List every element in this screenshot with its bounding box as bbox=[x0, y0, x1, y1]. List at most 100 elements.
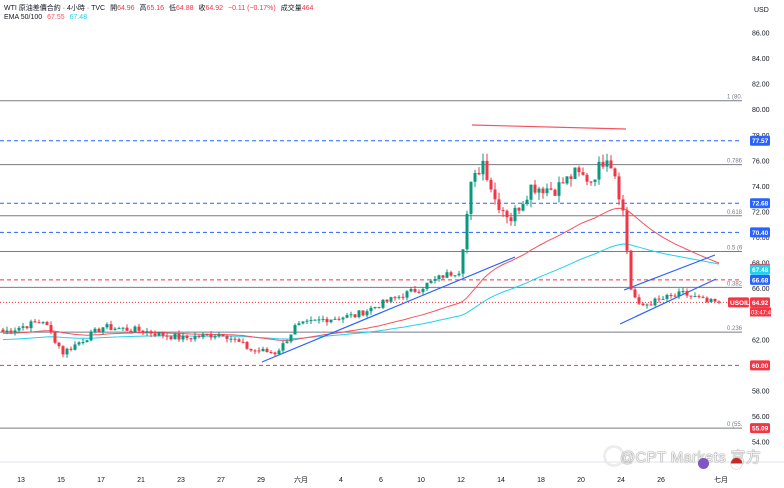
candle-body bbox=[629, 250, 633, 290]
candle-body bbox=[265, 348, 269, 353]
candle-body bbox=[269, 352, 273, 354]
candle-body bbox=[509, 217, 513, 222]
legend-ema: EMA 50/100 67.55 67.48 bbox=[4, 14, 90, 21]
candle-body bbox=[177, 333, 181, 340]
candle-body bbox=[585, 174, 589, 182]
price-tag bbox=[750, 135, 770, 146]
candle-body bbox=[669, 294, 673, 296]
candle-body bbox=[373, 307, 377, 309]
candle-body bbox=[229, 338, 233, 340]
x-tick-label: 17 bbox=[97, 477, 105, 484]
candle-body bbox=[521, 203, 525, 211]
candle-body bbox=[381, 299, 385, 308]
candle-body bbox=[449, 272, 453, 276]
candle-body bbox=[277, 350, 281, 355]
candle-body bbox=[245, 342, 249, 349]
candle-body bbox=[693, 296, 697, 298]
candle-body bbox=[141, 330, 145, 333]
change-value: −0.11 (−0.17%) bbox=[228, 5, 276, 12]
candle-body bbox=[193, 336, 197, 340]
candle-body bbox=[69, 348, 73, 350]
candle-body bbox=[129, 330, 133, 332]
candle-body bbox=[601, 161, 605, 167]
close-label: 收 bbox=[198, 5, 206, 12]
candle-body bbox=[101, 327, 105, 333]
candle-body bbox=[633, 289, 637, 298]
y-tick-label: 76.00 bbox=[752, 158, 770, 165]
candle-body bbox=[641, 303, 645, 306]
candle-body bbox=[433, 278, 437, 281]
candle-body bbox=[97, 328, 101, 333]
lightning-icon[interactable] bbox=[698, 458, 709, 469]
candle-body bbox=[605, 160, 609, 167]
y-tick-label: 66.00 bbox=[752, 286, 770, 293]
uptrend-line[interactable] bbox=[261, 256, 516, 363]
candle-body bbox=[137, 326, 141, 331]
open-label: 開 bbox=[110, 5, 118, 12]
price-tag-label: 66.68 bbox=[752, 277, 769, 284]
candle-body bbox=[145, 331, 149, 333]
candle-body bbox=[317, 319, 321, 321]
candle-body bbox=[225, 336, 229, 339]
candle-body bbox=[337, 318, 341, 320]
x-tick-label: 12 bbox=[457, 477, 465, 484]
candle-body bbox=[621, 199, 625, 211]
candle-body bbox=[297, 323, 301, 326]
candle-body bbox=[165, 335, 169, 337]
top-resistance-line[interactable] bbox=[471, 124, 627, 130]
candle-body bbox=[65, 348, 69, 355]
x-tick-label: 10 bbox=[417, 477, 425, 484]
candle-body bbox=[573, 167, 577, 179]
candle-body bbox=[485, 160, 489, 180]
candle-body bbox=[405, 291, 409, 298]
candle-body bbox=[589, 181, 593, 183]
channel-upper-line[interactable] bbox=[623, 254, 716, 291]
high-value: 65.16 bbox=[146, 5, 165, 12]
candle-body bbox=[273, 352, 277, 355]
x-tick-label: 20 bbox=[577, 477, 585, 484]
candle-body bbox=[561, 182, 565, 184]
candle-body bbox=[241, 341, 245, 343]
candle-body bbox=[437, 275, 441, 279]
watermark: @CPT Markets 官方 bbox=[620, 449, 762, 466]
fib-level-label: 0.236 (6 bbox=[727, 326, 750, 332]
y-tick-label: 62.00 bbox=[752, 337, 770, 344]
x-tick-label: 15 bbox=[57, 477, 65, 484]
candle-body bbox=[113, 328, 117, 330]
candle-body bbox=[133, 326, 137, 332]
channel-lower-line[interactable] bbox=[619, 278, 717, 325]
candle-body bbox=[201, 334, 205, 338]
candle-body bbox=[701, 296, 705, 298]
candle-body bbox=[321, 318, 325, 320]
candle-body bbox=[369, 307, 373, 312]
candle-body bbox=[609, 160, 613, 169]
candle-body bbox=[9, 330, 13, 333]
candle-body bbox=[417, 291, 421, 293]
x-tick-label: 21 bbox=[137, 477, 145, 484]
candle-body bbox=[389, 297, 393, 302]
x-tick-label: 六月 bbox=[294, 475, 308, 484]
x-tick-label: 18 bbox=[537, 477, 545, 484]
candle-body bbox=[493, 189, 497, 200]
candle-body bbox=[121, 327, 125, 329]
price-axis[interactable] bbox=[742, 0, 784, 488]
symbol-tag bbox=[728, 297, 749, 308]
time-axis[interactable] bbox=[0, 462, 742, 488]
price-tag bbox=[750, 360, 770, 371]
price-tag-label: 55.09 bbox=[752, 426, 769, 433]
candle-body bbox=[397, 296, 401, 298]
candle-body bbox=[501, 210, 505, 212]
candle-body bbox=[517, 207, 521, 211]
x-tick-label: 14 bbox=[497, 477, 505, 484]
candle-body bbox=[513, 207, 517, 222]
candle-body bbox=[637, 297, 641, 304]
candle-body bbox=[197, 336, 201, 338]
fib-level-label: 0.618 (7 bbox=[727, 210, 750, 216]
flag-icon[interactable] bbox=[731, 458, 742, 469]
price-tag bbox=[750, 264, 770, 275]
candle-body bbox=[281, 343, 285, 351]
candle-body bbox=[237, 339, 241, 342]
y-tick-label: 86.00 bbox=[752, 31, 770, 38]
ema-50-line bbox=[2, 207, 720, 341]
